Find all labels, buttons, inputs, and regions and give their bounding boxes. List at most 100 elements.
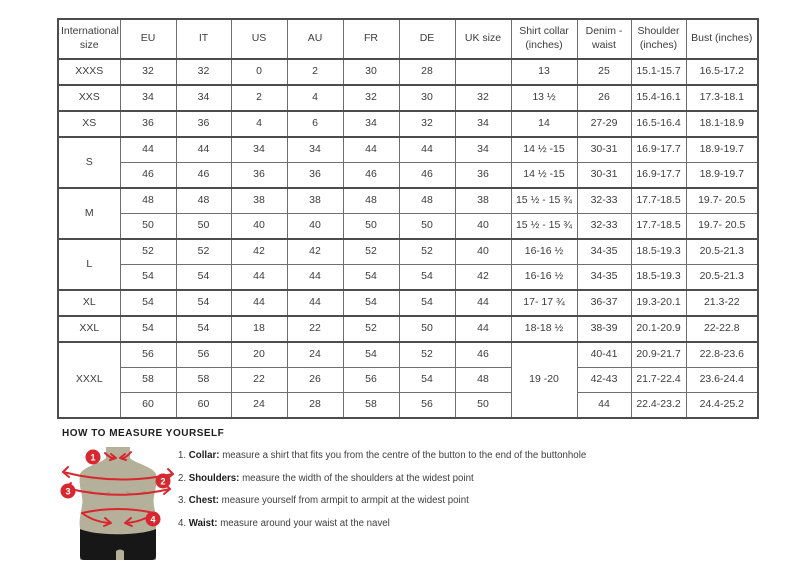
waist-arrow-right: [103, 517, 112, 527]
table-cell: 56: [398, 392, 456, 419]
table-cell: 15.1-15.7: [630, 58, 687, 86]
table-cell: 48: [119, 187, 177, 214]
table-cell: 60: [119, 392, 177, 419]
table-cell: 24: [286, 341, 344, 368]
table-cell: 42: [286, 238, 344, 265]
collar-arrow-right: [109, 453, 117, 461]
size-chart-table: International size EU IT US AU FR DE UK size Shi…: [57, 18, 759, 419]
table-cell: 20: [230, 341, 288, 368]
measurement-figure: 1 2 3 4: [56, 444, 180, 566]
table-cell: 22: [230, 367, 288, 393]
table-cell: 15.4-16.1: [630, 84, 687, 112]
table-cell: 17- 17 ¾: [510, 289, 578, 317]
table-cell: 6: [286, 110, 344, 138]
table-cell: 34: [175, 84, 232, 112]
table-cell: 32-33: [576, 187, 632, 214]
table-cell: 54: [342, 289, 400, 317]
size-label-cell: XL: [57, 289, 121, 317]
table-cell: 50: [175, 213, 232, 240]
table-cell: 50: [454, 392, 512, 419]
table-cell: 30: [398, 84, 456, 112]
column-header: AU: [286, 18, 344, 60]
chest-measure-line: [65, 487, 171, 496]
table-cell: 50: [342, 213, 400, 240]
table-cell: 44: [286, 264, 344, 291]
table-cell: 32: [119, 58, 177, 86]
size-label-cell: M: [57, 187, 121, 240]
badge-4-number: 4: [150, 515, 155, 525]
table-cell: 54: [342, 264, 400, 291]
table-row: S 44 44 34 34 44 44 34 14 ½ -15 30-31 16.9-17.7 18.…: [57, 136, 759, 189]
table-cell: 46: [175, 162, 232, 189]
table-cell: 14 ½ -15: [510, 162, 578, 189]
table-cell: 38: [230, 187, 288, 214]
column-header: US: [230, 18, 288, 60]
table-cell: 18: [230, 315, 288, 343]
table-cell: 52: [398, 238, 456, 265]
badge-1-number: 1: [90, 453, 95, 463]
table-cell: 27-29: [576, 110, 632, 138]
size-label-cell: XXS: [57, 84, 121, 112]
table-cell: 20.5-21.3: [685, 238, 759, 265]
table-cell: 54: [119, 264, 177, 291]
table-cell: 2: [286, 58, 344, 86]
table-cell: 54: [119, 289, 177, 317]
table-cell: 44: [286, 289, 344, 317]
table-cell: 20.9-21.7: [630, 341, 687, 368]
table-cell: 46: [119, 162, 177, 189]
table-cell: 19 -20: [510, 341, 578, 419]
instruction-label: Shoulders:: [188, 472, 240, 484]
column-header: EU: [119, 18, 177, 60]
table-cell: 44: [454, 289, 512, 317]
table-cell: 56: [119, 341, 177, 368]
table-cell: 34: [454, 136, 512, 163]
table-cell: 48: [398, 187, 456, 214]
table-cell: 56: [342, 367, 400, 393]
table-cell: 36: [230, 162, 288, 189]
table-row: XXL 54 54 18 22 52 50 44 18-18 ½ 38-39 20.1-20.9 22…: [57, 315, 759, 343]
table-cell: 54: [119, 315, 177, 343]
table-cell: 36-37: [576, 289, 632, 317]
column-header: Denim - waist: [576, 18, 632, 60]
collar-arrow-left: [119, 453, 127, 461]
column-header: Shirt collar (inches): [510, 18, 578, 60]
size-label-cell: XS: [57, 110, 121, 138]
badge-3-circle: [60, 483, 76, 499]
table-cell: 40: [454, 238, 512, 265]
size-label-cell: XXL: [57, 315, 121, 343]
measure-instruction-waist: 4. Waist: measure around your waist at t…: [178, 517, 586, 530]
table-cell: 50: [398, 213, 456, 240]
table-cell: 18.1-18.9: [685, 110, 759, 138]
table-cell: 54: [175, 315, 232, 343]
table-cell: 14 ½ -15: [510, 136, 578, 163]
table-cell: [454, 58, 512, 86]
table-cell: 17.7-18.5: [630, 213, 687, 240]
table-cell: 16.9-17.7: [630, 162, 687, 189]
table-cell: 4: [286, 84, 344, 112]
table-cell: 30-31: [576, 162, 632, 189]
table-cell: 32-33: [576, 213, 632, 240]
table-cell: 42: [454, 264, 512, 291]
table-cell: 32: [175, 58, 232, 86]
instruction-label: Chest:: [188, 495, 219, 506]
table-cell: 40: [454, 213, 512, 240]
table-cell: 19.7- 20.5: [685, 187, 759, 214]
table-cell: 15 ½ - 15 ¾: [510, 213, 578, 240]
table-cell: 48: [175, 187, 232, 214]
table-cell: 54: [175, 264, 232, 291]
table-cell: 23.6-24.4: [685, 367, 759, 393]
table-cell: 22: [286, 315, 344, 343]
waist-arrow-left: [124, 517, 133, 527]
table-cell: 17.7-18.5: [630, 187, 687, 214]
table-cell: 54: [342, 341, 400, 368]
table-cell: 0: [230, 58, 288, 86]
instruction-number: 1.: [178, 450, 187, 461]
table-cell: 32: [454, 84, 512, 112]
table-cell: 18.9-19.7: [685, 136, 759, 163]
table-cell: 42-43: [576, 367, 632, 393]
table-cell: 58: [175, 367, 232, 393]
table-cell: 16.9-17.7: [630, 136, 687, 163]
table-cell: 19.3-20.1: [630, 289, 687, 317]
measure-instruction-chest: 3. Chest: measure yourself from armpit t…: [178, 494, 586, 507]
instruction-number: 3.: [178, 495, 187, 506]
